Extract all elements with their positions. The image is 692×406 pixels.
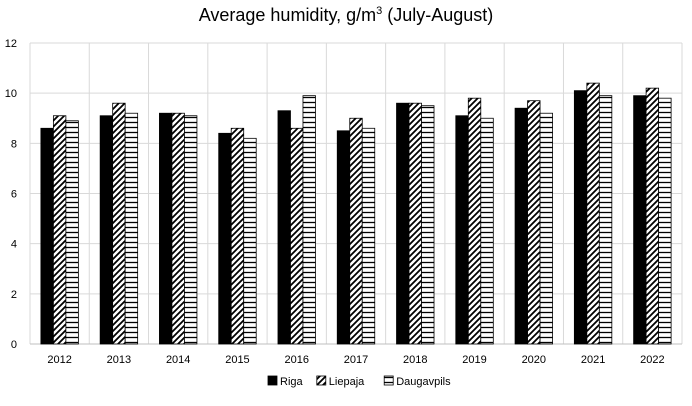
bar-riga-2021 [573, 90, 588, 345]
bar-liepaja-2021 [586, 82, 600, 345]
title-superscript: 3 [376, 5, 382, 17]
x-tick-label: 2016 [284, 354, 308, 366]
bar-daugavpils-2013 [124, 112, 139, 345]
bar-riga-2017 [336, 130, 351, 345]
x-tick-label: 2018 [403, 354, 427, 366]
bar-riga-2019 [455, 115, 469, 345]
y-tick-label: 0 [11, 339, 17, 351]
legend-swatch [267, 375, 278, 386]
bar-liepaja-2020 [527, 100, 541, 345]
bar-daugavpils-2012 [65, 120, 79, 345]
bar-daugavpils-2022 [658, 97, 672, 345]
bar-daugavpils-2015 [243, 137, 257, 345]
y-tick-label: 4 [11, 239, 17, 251]
legend-item-liepaja: Liepaja [316, 375, 365, 388]
x-tick-label: 2013 [107, 354, 131, 366]
bar-liepaja-2016 [290, 127, 304, 345]
bar-liepaja-2012 [52, 115, 67, 345]
legend-label: Liepaja [329, 376, 365, 388]
y-tick-label: 6 [11, 189, 17, 201]
x-tick-label: 2020 [522, 354, 546, 366]
bar-liepaja-2017 [349, 117, 363, 345]
y-axis-ticks: 0 2 4 6 8 10 12 [5, 38, 17, 351]
x-axis-ticks: 2012 2013 2014 2015 2016 2017 2018 2019 2020 2021… [47, 354, 664, 366]
y-tick-label: 12 [5, 38, 17, 50]
legend-label: Riga [280, 376, 304, 388]
x-tick-label: 2022 [640, 354, 664, 366]
legend-item-riga: Riga [267, 375, 304, 388]
x-tick-label: 2012 [47, 354, 71, 366]
bar-riga-2013 [99, 115, 114, 345]
legend-swatch [383, 375, 394, 386]
bar-riga-2016 [277, 110, 291, 345]
bar-riga-2020 [514, 107, 528, 345]
bars-group [40, 82, 672, 345]
y-tick-label: 8 [11, 138, 17, 150]
chart-title: Average humidity, g/m3 (July-August) [199, 5, 494, 25]
x-tick-label: 2021 [581, 354, 605, 366]
x-tick-label: 2019 [462, 354, 486, 366]
x-tick-label: 2015 [225, 354, 249, 366]
bar-daugavpils-2020 [539, 112, 553, 345]
x-tick-label: 2014 [166, 354, 190, 366]
bar-daugavpils-2017 [361, 127, 376, 345]
bar-liepaja-2014 [171, 112, 185, 345]
legend: Riga Liepaja Daugavpils [267, 375, 451, 388]
bar-liepaja-2015 [230, 127, 245, 345]
bar-liepaja-2013 [112, 102, 126, 345]
bar-liepaja-2019 [467, 97, 482, 345]
y-tick-label: 10 [5, 88, 17, 100]
legend-item-daugavpils: Daugavpils [383, 375, 451, 388]
title-suffix: (July-August) [382, 5, 493, 25]
legend-swatch [316, 375, 327, 386]
bar-liepaja-2018 [408, 102, 422, 345]
bar-riga-2012 [40, 127, 54, 345]
y-tick-label: 2 [11, 289, 17, 301]
bar-daugavpils-2016 [302, 95, 316, 345]
bar-riga-2022 [633, 95, 647, 345]
bar-daugavpils-2019 [480, 117, 494, 345]
legend-label: Daugavpils [396, 376, 451, 388]
gridlines [29, 42, 683, 345]
x-tick-label: 2017 [344, 354, 368, 366]
bar-riga-2014 [159, 112, 173, 345]
bar-daugavpils-2021 [598, 95, 613, 345]
bar-daugavpils-2014 [184, 115, 198, 345]
bar-liepaja-2022 [645, 87, 660, 345]
bar-daugavpils-2018 [421, 105, 435, 345]
bar-riga-2018 [396, 102, 410, 345]
bar-riga-2015 [218, 132, 232, 345]
